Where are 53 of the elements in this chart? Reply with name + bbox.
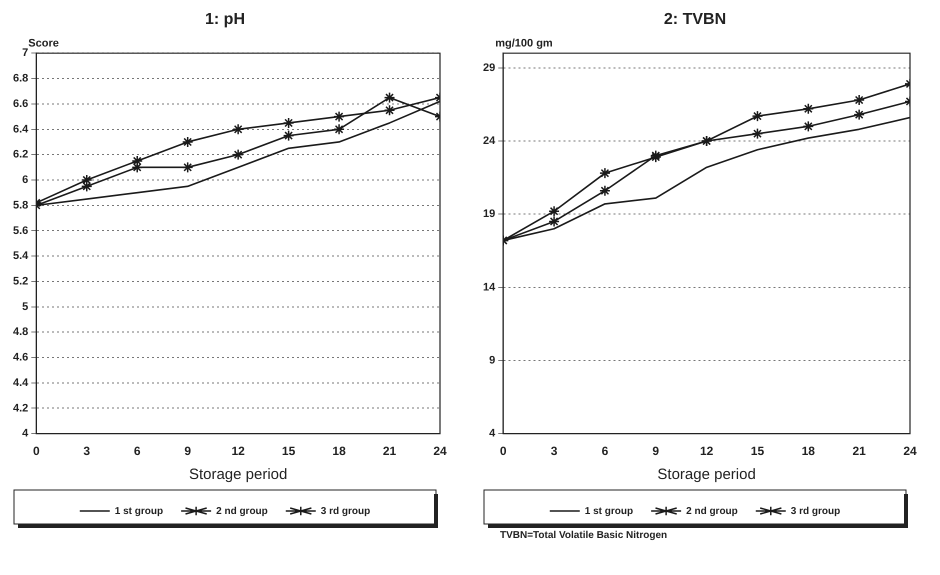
x-tick-label: 6 — [602, 444, 609, 458]
legend-label: 1 st group — [114, 506, 164, 517]
y-tick-label: 6.6 — [12, 98, 28, 110]
y-tick-label: 4 — [22, 428, 30, 440]
y-tick-label: 4.2 — [12, 402, 28, 414]
y-tick-label: 4.4 — [12, 376, 30, 389]
chart-title: 1: pH — [205, 11, 245, 28]
x-tick-label: 21 — [852, 444, 866, 458]
x-tick-label: 24 — [903, 444, 917, 458]
legend-label: 1 st group — [584, 506, 634, 517]
y-tick-label: 6 — [22, 174, 28, 186]
x-axis-title: Storage period — [657, 466, 756, 484]
y-tick-label: 19 — [482, 208, 496, 220]
x-tick-label: 15 — [750, 444, 764, 458]
y-tick-label: 6.8 — [12, 72, 28, 85]
y-tick-label: 4 — [489, 428, 496, 440]
y-tick-label: 5.6 — [12, 224, 28, 237]
x-tick-label: 0 — [500, 444, 507, 458]
x-tick-label: 12 — [700, 444, 714, 458]
y-tick-label: 14 — [482, 281, 496, 294]
x-tick-label: 9 — [184, 444, 192, 458]
y-tick-label: 5 — [22, 300, 28, 313]
x-tick-label: 18 — [802, 444, 816, 458]
legend-label: 3 rd group — [320, 506, 370, 517]
text: TVBN=Total Volatile Basic Nitrogen — [500, 530, 668, 541]
chart-title: 2: TVBN — [664, 11, 726, 28]
x-tick-label: 3 — [83, 444, 90, 458]
x-tick-label: 12 — [231, 444, 246, 458]
x-tick-label: 9 — [652, 444, 660, 458]
x-axis-title: Storage period — [188, 466, 288, 484]
y-tick-label: 6.2 — [12, 148, 28, 161]
y-tick-label: 5.2 — [12, 275, 28, 288]
x-tick-label: 3 — [550, 444, 558, 458]
x-tick-label: 24 — [433, 444, 447, 458]
x-tick-label: 0 — [32, 444, 40, 458]
y-tick-label: 7 — [22, 47, 28, 60]
y-tick-label: 4.8 — [12, 326, 28, 338]
y-tick-label: 6.4 — [12, 123, 30, 136]
legend-label: 2 nd group — [686, 506, 738, 517]
y-tick-label: 24 — [482, 135, 496, 148]
y-tick-label: 9 — [489, 354, 496, 366]
legend-label: 3 rd group — [790, 506, 840, 517]
x-tick-label: 21 — [382, 444, 397, 458]
y-tick-label: 5.4 — [12, 250, 30, 262]
y-tick-label: 5.8 — [12, 199, 28, 212]
x-tick-label: 15 — [282, 444, 296, 458]
legend-label: 2 nd group — [216, 506, 268, 517]
y-tick-label: 29 — [482, 62, 496, 74]
y-axis-title: Score — [28, 38, 59, 50]
y-axis-title: mg/100 gm — [495, 38, 553, 50]
x-tick-label: 18 — [332, 444, 346, 458]
x-tick-label: 6 — [134, 444, 141, 458]
y-tick-label: 4.6 — [12, 352, 28, 364]
